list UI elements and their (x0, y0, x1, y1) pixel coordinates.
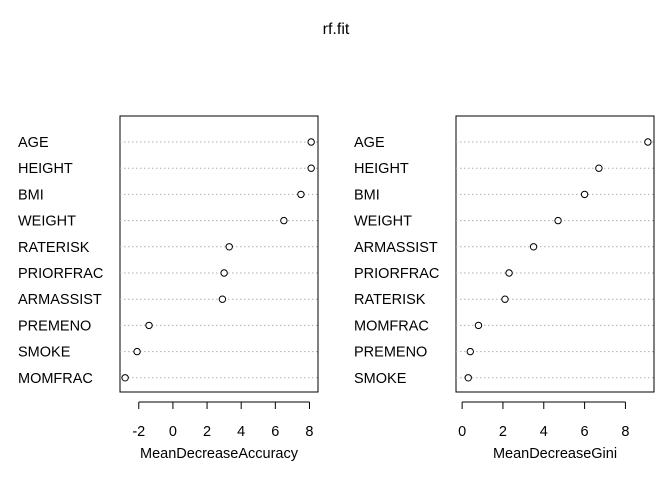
plot-frame (455, 115, 655, 393)
row-label: PREMENO (354, 345, 427, 361)
row-label: MOMFRAC (18, 371, 93, 387)
row-label: BMI (354, 187, 380, 203)
x-tick-label: 4 (540, 424, 548, 440)
panel-2: AGE HEIGHT BMI WEIGHT ARMASSIST PRIORFRAC RATE… (354, 115, 655, 462)
data-point (145, 321, 153, 330)
row-label: AGE (18, 135, 49, 151)
data-point (554, 216, 562, 225)
data-point (121, 374, 129, 382)
plot-frame (119, 115, 319, 393)
data-point (220, 269, 228, 277)
data-point (505, 269, 513, 277)
row-label: RATERISK (18, 240, 90, 256)
x-tick-label: 2 (203, 424, 211, 440)
x-tick-label: 8 (305, 424, 313, 440)
data-point (644, 138, 652, 146)
data-point (580, 190, 589, 199)
x-tick-label: 8 (621, 424, 629, 440)
row-label: PRIORFRAC (18, 266, 103, 282)
row-label: HEIGHT (354, 161, 409, 177)
row-label: AGE (354, 135, 385, 151)
row-label: PRIORFRAC (354, 266, 439, 282)
data-point (218, 295, 227, 303)
x-axis-label: MeanDecreaseGini (493, 446, 617, 462)
row-label: ARMASSIST (354, 240, 438, 256)
x-tick-label: 0 (169, 424, 177, 440)
data-point (297, 190, 305, 199)
x-tick-label: 4 (237, 424, 245, 440)
data-point (225, 243, 233, 251)
row-label: PREMENO (18, 318, 91, 334)
row-label: RATERISK (354, 292, 426, 308)
row-label: SMOKE (354, 371, 407, 387)
data-point (529, 243, 538, 251)
row-label: ARMASSIST (18, 292, 102, 308)
x-tick-label: -2 (132, 424, 145, 440)
row-label: WEIGHT (18, 214, 76, 230)
x-tick-label: 2 (499, 424, 507, 440)
x-tick-label: 6 (271, 424, 279, 440)
chart-title: rf.fit (323, 21, 350, 38)
row-label: BMI (18, 187, 44, 203)
data-point (133, 347, 141, 356)
data-point (280, 216, 288, 225)
data-point (466, 347, 474, 356)
data-point (474, 321, 483, 330)
data-point (501, 295, 509, 303)
row-label: WEIGHT (354, 214, 412, 230)
row-label: SMOKE (18, 345, 71, 361)
x-axis-label: MeanDecreaseAccuracy (140, 446, 299, 462)
row-label: HEIGHT (18, 161, 73, 177)
panel-1: AGE HEIGHT BMI WEIGHT RATERISK PRIORFRAC ARMAS… (18, 115, 319, 462)
data-point (307, 164, 315, 172)
x-tick-label: 0 (458, 424, 466, 440)
data-point (595, 164, 603, 172)
data-point (307, 138, 315, 146)
row-label: MOMFRAC (354, 318, 429, 334)
data-point (464, 374, 472, 382)
x-tick-label: 6 (581, 424, 589, 440)
